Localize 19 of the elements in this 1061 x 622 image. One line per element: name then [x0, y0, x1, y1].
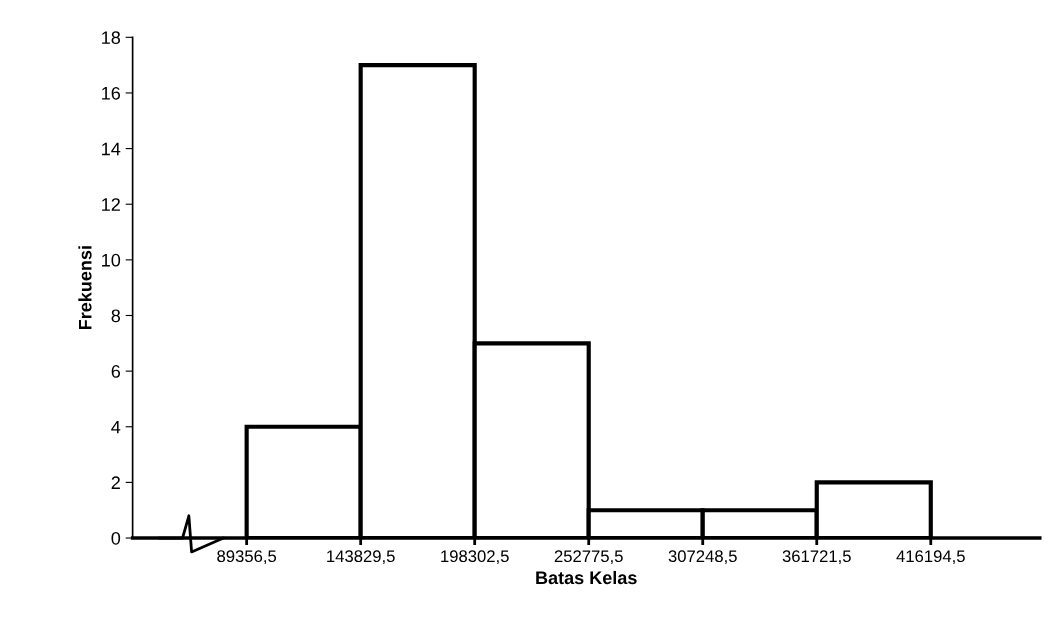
x-tick-label: 252775,5	[554, 550, 623, 565]
y-axis-title: Frekuensi	[78, 246, 92, 330]
y-tick-label: 2	[111, 476, 120, 489]
x-tick-label: 361721,5	[782, 550, 851, 565]
x-tick-label: 89356,5	[217, 550, 277, 565]
y-tick-label: 6	[111, 365, 121, 378]
y-tick-label: 18	[102, 31, 121, 45]
y-tick-label: 14	[102, 142, 121, 156]
y-tick-label: 10	[102, 253, 121, 267]
y-tick-label: 4	[111, 420, 121, 434]
y-tick-label: 16	[102, 86, 121, 100]
y-tick-label: 12	[102, 198, 120, 211]
y-tick-label: 8	[111, 309, 121, 323]
x-tick-label: 143829,5	[327, 550, 395, 565]
y-tick-label: 0	[111, 531, 121, 545]
x-tick-label: 307248,5	[668, 550, 737, 565]
x-tick-label: 416194,5	[896, 550, 965, 565]
x-tick-label: 198302,5	[441, 550, 509, 565]
x-axis-title: Batas Kelas	[536, 570, 637, 585]
